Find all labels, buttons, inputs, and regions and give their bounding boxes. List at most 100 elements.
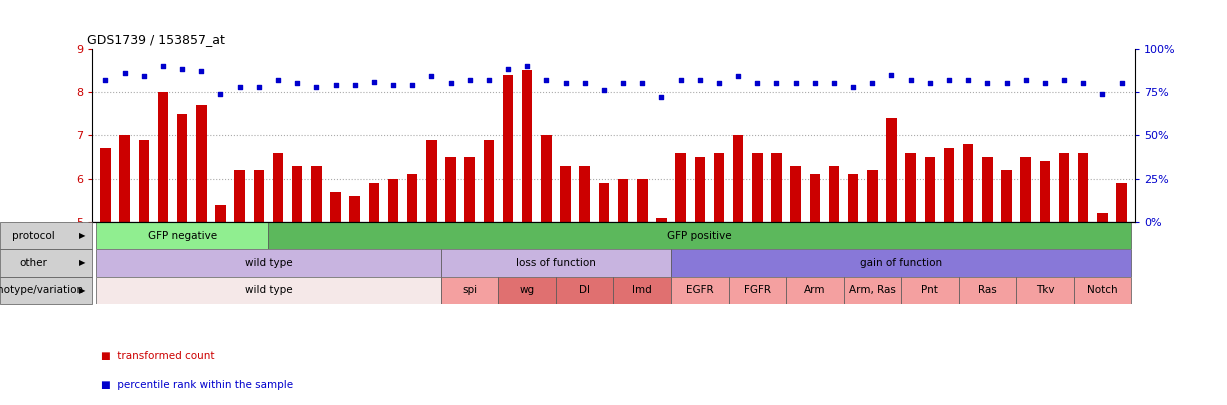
Point [287,80,307,87]
Text: EGFR: EGFR [686,285,714,295]
Point [996,80,1016,87]
Point [345,82,364,88]
Text: other: other [20,258,48,268]
Point [863,80,882,87]
Point [785,80,805,87]
Bar [96,277,440,304]
Point [709,80,729,87]
Bar [848,174,859,222]
Bar [671,277,729,304]
Bar [440,249,671,277]
Text: wild type: wild type [244,258,292,268]
Bar [671,249,1131,277]
Bar [958,277,1016,304]
Text: Dl: Dl [579,285,590,295]
Point [901,77,920,83]
Bar [561,166,571,222]
Point [1054,77,1074,83]
Bar [254,170,264,222]
Bar [96,249,440,277]
Bar [614,277,671,304]
Point [518,63,537,69]
Bar [729,277,787,304]
Bar [1074,277,1131,304]
Text: protocol: protocol [12,230,55,241]
Bar [368,183,379,222]
Bar [96,222,269,249]
Bar [906,153,915,222]
Point [767,80,787,87]
Bar [1021,157,1031,222]
Point [594,87,614,94]
Bar [139,140,148,222]
Text: genotype/variation: genotype/variation [0,285,83,295]
Bar [158,92,168,222]
Text: ▶: ▶ [80,231,86,240]
Point [440,80,460,87]
Bar [810,174,820,222]
Text: Notch: Notch [1087,285,1118,295]
Bar [656,217,666,222]
Point [479,77,498,83]
Text: wild type: wild type [244,285,292,295]
Point [536,77,556,83]
Bar [503,75,513,222]
Text: Ras: Ras [978,285,996,295]
Bar [843,277,901,304]
Point [729,73,748,80]
Bar [177,114,188,222]
Text: spi: spi [463,285,477,295]
Point [364,78,384,85]
Bar [196,105,206,222]
Bar [944,148,955,222]
Point [632,80,652,87]
Point [805,80,825,87]
Bar [330,192,341,222]
Point [249,83,269,90]
Text: Imd: Imd [632,285,652,295]
Point [96,77,115,83]
Bar [556,277,614,304]
Point [1074,80,1093,87]
Bar [292,166,302,222]
Bar [752,153,762,222]
Point [747,80,767,87]
Bar [445,157,455,222]
Point [614,80,633,87]
Text: GFP negative: GFP negative [147,230,217,241]
Bar [465,157,475,222]
Point [690,77,709,83]
Point [211,90,231,97]
Bar [521,70,533,222]
Bar [772,153,782,222]
Bar [215,205,226,222]
Point [460,77,480,83]
Bar [675,153,686,222]
Bar [119,135,130,222]
Text: gain of function: gain of function [860,258,942,268]
Bar [1097,213,1108,222]
Point [172,66,191,72]
Bar [483,140,494,222]
Bar [694,157,706,222]
Point [191,68,211,75]
Bar [733,135,744,222]
Bar [579,166,590,222]
Bar [1059,153,1069,222]
Bar [982,157,993,222]
Bar [901,277,958,304]
Point [383,82,402,88]
Bar [388,179,399,222]
Bar [312,166,321,222]
Point [229,83,249,90]
Point [1092,90,1112,97]
Text: wg: wg [520,285,535,295]
Text: Arm: Arm [804,285,826,295]
Bar [787,277,843,304]
Bar [269,222,1131,249]
Point [307,83,326,90]
Bar [234,170,245,222]
Text: ■  transformed count: ■ transformed count [101,352,215,361]
Bar [637,179,648,222]
Point [402,82,422,88]
